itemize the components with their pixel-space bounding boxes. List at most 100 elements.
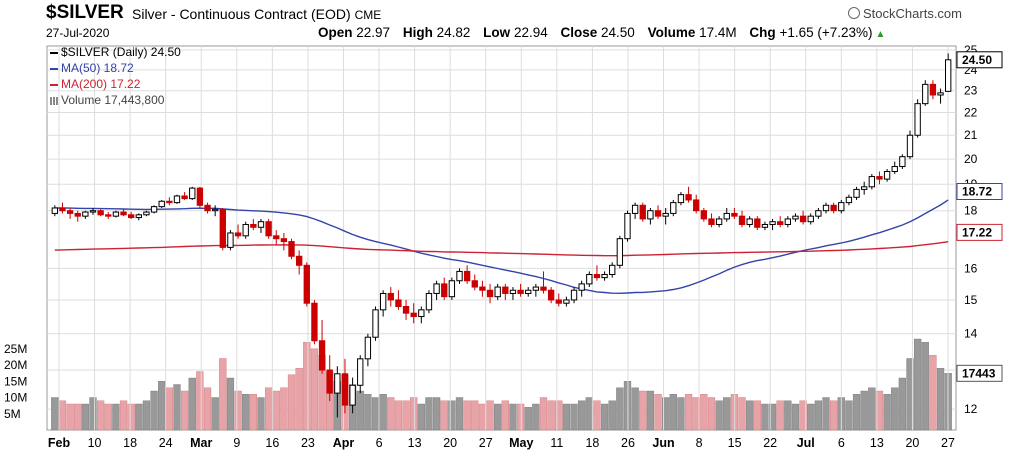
x-tick-label: 22 — [763, 436, 777, 450]
volume-bar — [402, 400, 410, 431]
volume-bar — [364, 394, 372, 431]
candle-body — [189, 187, 196, 200]
volume-bar — [845, 400, 853, 431]
candle-body — [563, 299, 570, 304]
volume-bar — [631, 387, 639, 431]
candle-body — [410, 312, 417, 318]
volume-bar — [807, 403, 815, 431]
volume-bar — [211, 397, 219, 431]
candle-body — [387, 292, 394, 301]
exchange-label: CME — [354, 8, 382, 22]
candle-body — [448, 280, 456, 298]
candle-body — [616, 238, 624, 266]
candle-body — [601, 274, 608, 279]
volume-bar — [578, 400, 586, 431]
candle-body — [799, 215, 807, 223]
candle-swatch-icon — [50, 51, 58, 54]
candle-body — [334, 373, 341, 394]
volume-bar — [562, 403, 571, 431]
volume-bar — [287, 374, 296, 431]
candle-body — [242, 223, 249, 237]
x-tick-label: 15 — [728, 436, 742, 450]
open-label: Open — [318, 25, 353, 40]
candle-body — [250, 223, 257, 228]
x-tick-label: 9 — [233, 436, 240, 450]
candle-body — [265, 221, 272, 237]
candle-body — [364, 336, 372, 360]
volume-tick-label: 10M — [4, 391, 27, 405]
candle-body — [868, 176, 875, 188]
candle-body — [945, 59, 952, 92]
chart-legend: $SILVER (Daily) 24.50 MA(50) 18.72 MA(20… — [50, 44, 181, 108]
volume-bar — [868, 387, 876, 431]
x-tick-label: 20 — [905, 436, 919, 450]
candle-body — [395, 299, 402, 308]
volume-bar — [860, 390, 868, 431]
candle-body — [425, 292, 433, 311]
candle-body — [586, 274, 593, 285]
price-tick-label: 23 — [964, 84, 978, 98]
candle-body — [494, 286, 501, 298]
volume-bar — [135, 403, 143, 431]
candle-body — [311, 302, 318, 342]
legend-volume: Volume 17,443,800 — [50, 92, 181, 108]
volume-bar — [639, 390, 647, 431]
volume-bar — [234, 390, 242, 431]
candle-body — [708, 218, 715, 225]
line-swatch-icon — [50, 83, 58, 86]
x-tick-label: 10 — [88, 436, 102, 450]
candle-body — [128, 214, 135, 219]
x-tick-label: 23 — [301, 436, 315, 450]
volume-bar — [700, 394, 708, 431]
volume-bar — [203, 387, 212, 431]
candle-body — [677, 194, 685, 204]
volume-bar — [51, 397, 59, 431]
volume-bar — [58, 400, 67, 431]
open-value: 22.97 — [356, 25, 391, 40]
candle-body — [219, 208, 226, 248]
candle-body — [372, 309, 379, 338]
description-text: Silver - Continuous Contract (EOD) — [132, 6, 351, 22]
candle-body — [82, 211, 89, 217]
x-tick-label: Jul — [797, 436, 815, 450]
legend-ma50: MA(50) 18.72 — [50, 60, 181, 76]
candle-body — [555, 299, 562, 304]
candle-body — [74, 212, 81, 217]
low-label: Low — [483, 25, 511, 40]
volume-bar — [516, 403, 525, 431]
candle-body — [693, 199, 700, 212]
volume-bars-icon — [50, 96, 58, 105]
brand-logo[interactable]: StockCharts.com — [848, 6, 962, 21]
candle-body — [670, 202, 677, 214]
candle-body — [486, 289, 494, 298]
volume-bar — [387, 397, 395, 431]
candle-body — [570, 289, 578, 301]
candle-body — [97, 210, 104, 216]
volume-bar — [539, 397, 548, 431]
candle-body — [120, 211, 127, 216]
volume-bar — [600, 403, 609, 431]
close-value: 24.50 — [601, 25, 635, 40]
volume-bar — [249, 394, 257, 431]
volume-bar — [74, 403, 82, 431]
candle-body — [418, 309, 425, 318]
candle-body — [631, 204, 639, 214]
candle-body — [59, 207, 66, 212]
candle-body — [754, 218, 761, 228]
candle-body — [105, 214, 112, 217]
candle-body — [341, 373, 349, 406]
volume-bar — [570, 403, 578, 431]
volume-bar — [814, 400, 823, 431]
volume-bar — [104, 403, 112, 431]
candle-body — [379, 292, 387, 311]
candle-body — [471, 280, 478, 288]
x-tick-label: 6 — [376, 436, 383, 450]
candle-body — [578, 283, 585, 291]
low-value: 22.94 — [513, 25, 548, 40]
volume-bar — [188, 377, 196, 431]
candle-body — [746, 218, 753, 225]
candle-body — [51, 207, 58, 214]
candle-body — [532, 286, 540, 291]
x-tick-label: 26 — [621, 436, 635, 450]
